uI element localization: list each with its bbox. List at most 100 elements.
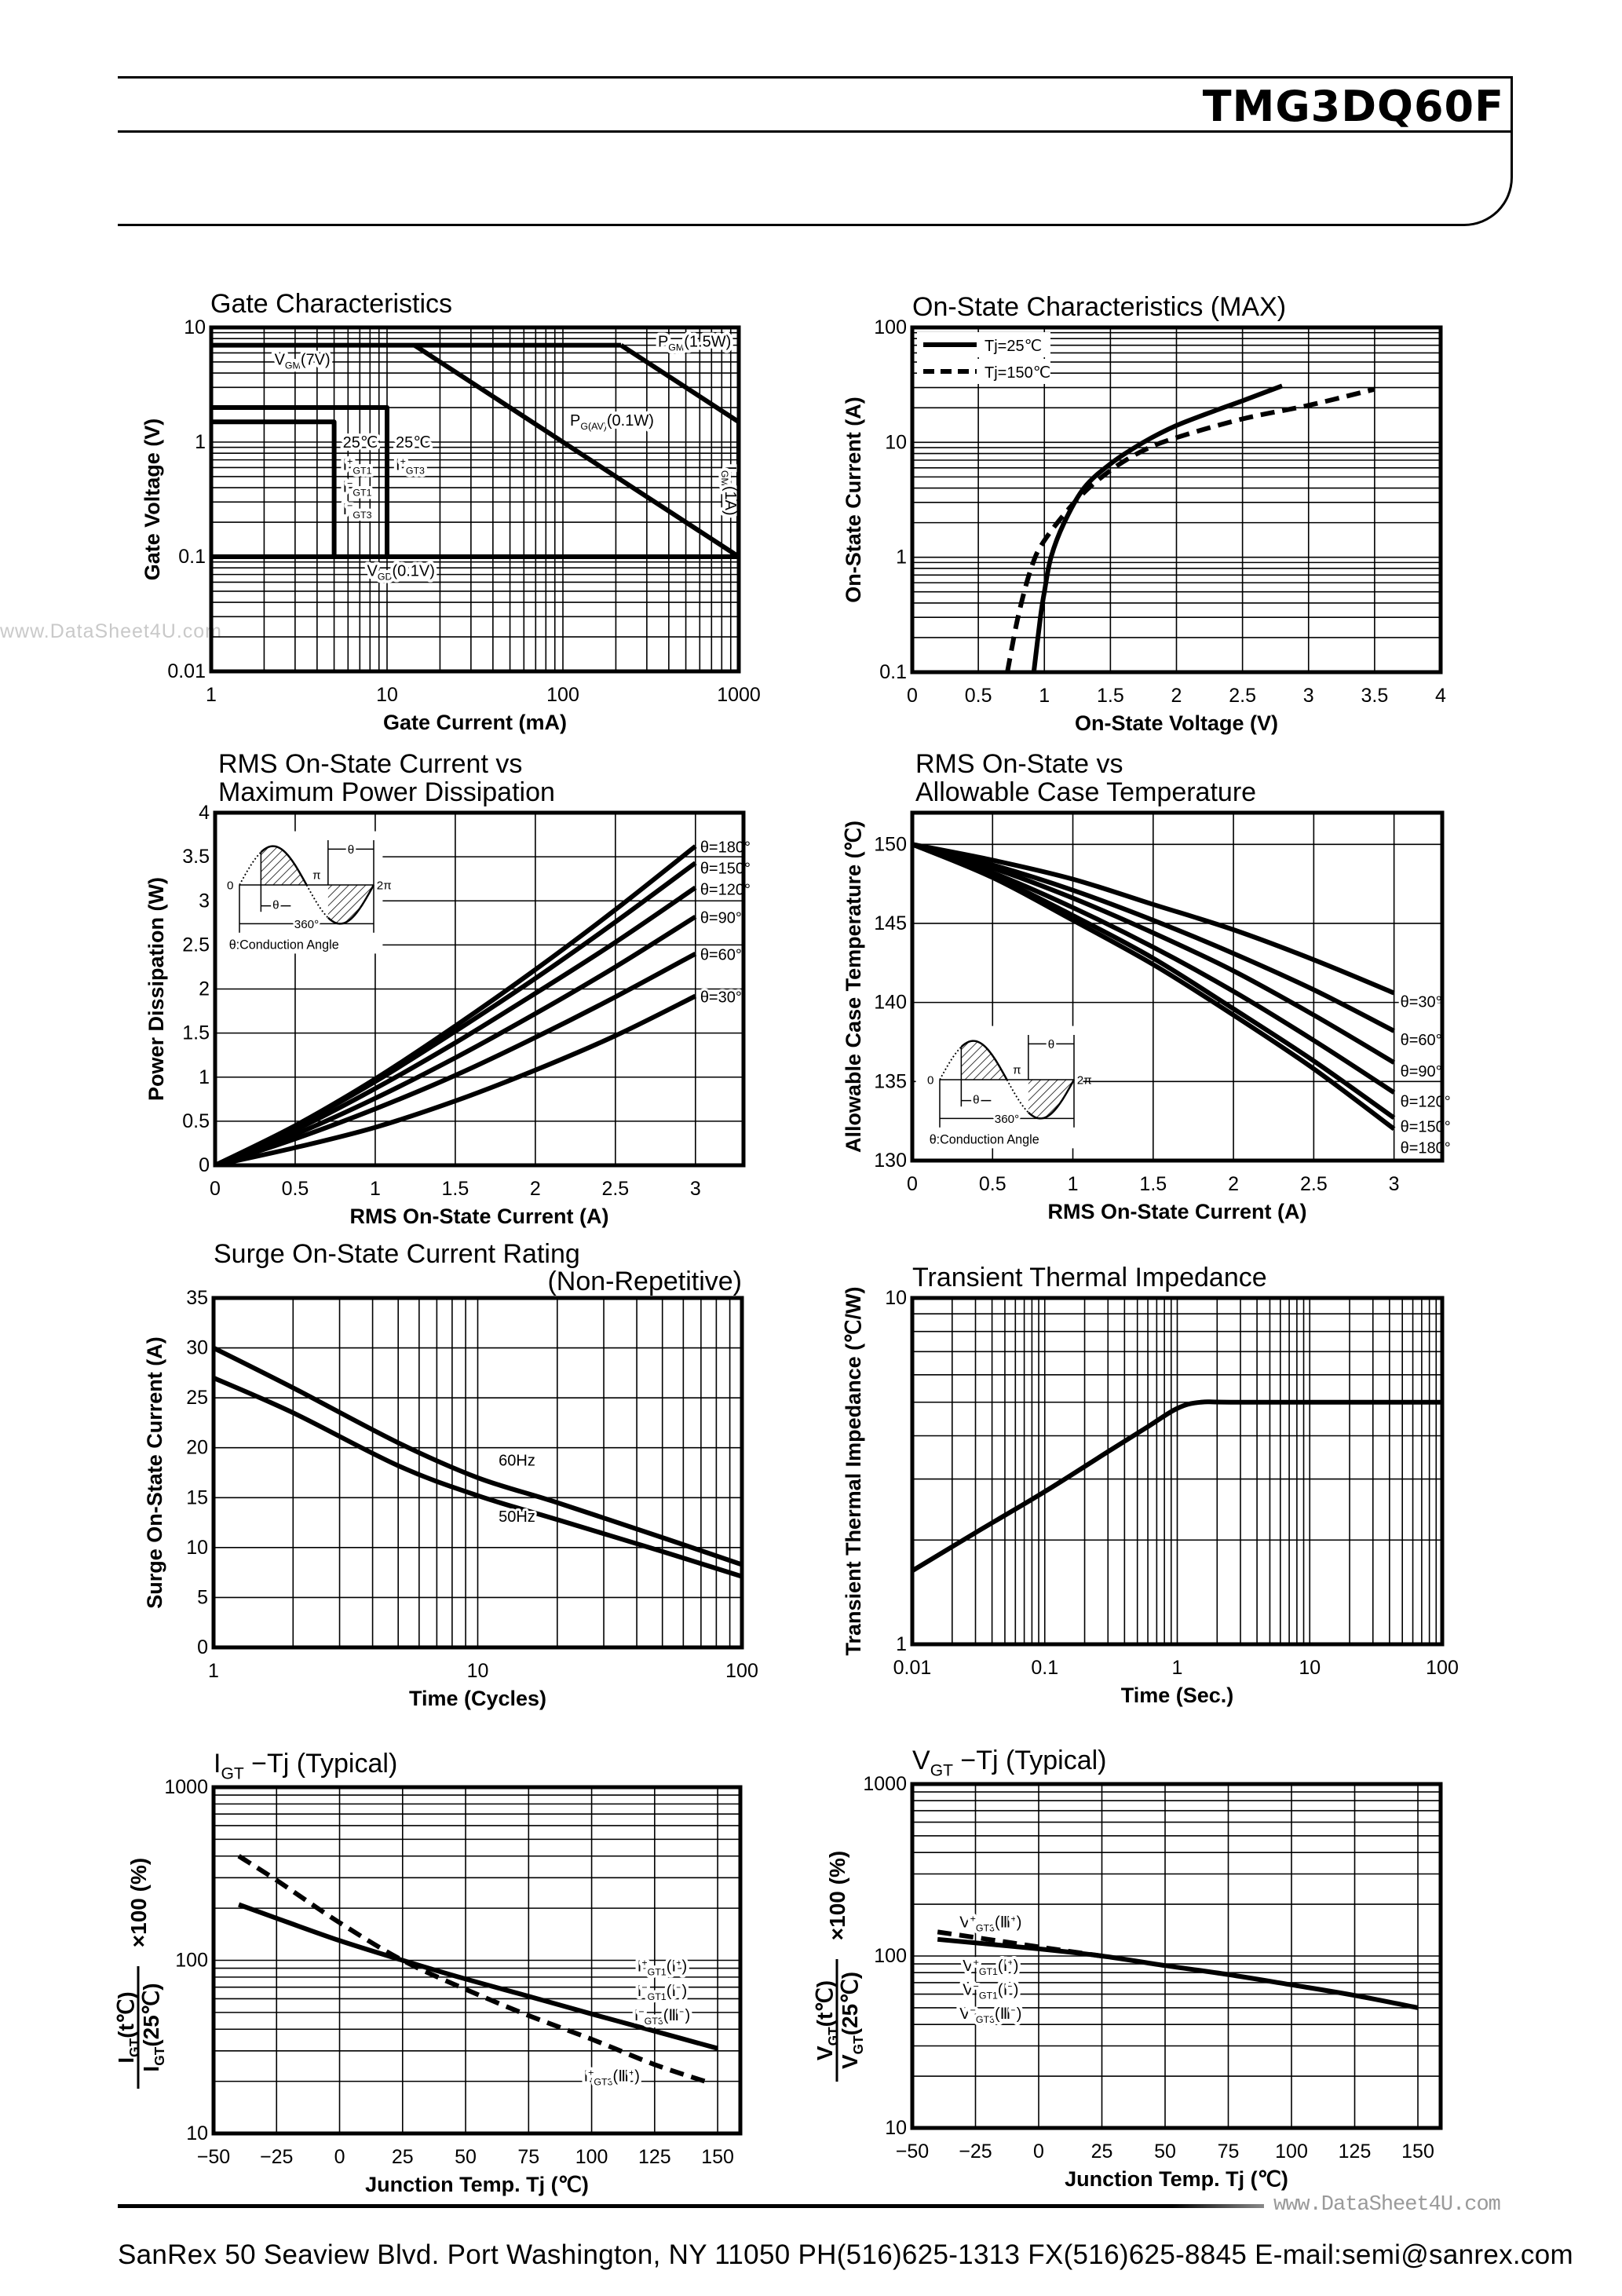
series-label: 50Hz (499, 1508, 535, 1526)
x-tick-label: 0 (1033, 2141, 1044, 2163)
chart-title: Allowable Case Temperature (915, 777, 1256, 807)
y-tick-label: 1000 (164, 1776, 208, 1798)
chart-6: Transient Thermal Impedance 0.01 0.1 1 10 100… (842, 1263, 1459, 1707)
plot-frame (910, 325, 1443, 675)
y-tick-label: 15 (186, 1486, 208, 1508)
series-label: θ=90° (1401, 1063, 1442, 1080)
x-tick-label: 3.5 (1361, 685, 1388, 707)
y-tick-label: 0.01 (167, 660, 206, 682)
sine-wave-positive (260, 845, 308, 886)
chart-title: RMS On-State Current vs (218, 749, 522, 779)
x-tick-label: 25 (392, 2146, 414, 2168)
y-tick-label: 1 (896, 1633, 907, 1655)
x-tick-label: 1 (1172, 1657, 1183, 1679)
annotation-label: V+GT3(Ⅲ+) (959, 1913, 1021, 1933)
y-tick-label: 1 (896, 547, 907, 569)
inset-label-2pi: 2π (377, 879, 392, 893)
inset-label-zero: 0 (227, 879, 233, 893)
series-line (211, 405, 389, 557)
y-axis-label: IGT(t℃)IGT(25℃) ×100 (%) (114, 1858, 167, 2089)
series-line-5 (912, 842, 1396, 1132)
annotation-label: I−GT1 (343, 478, 372, 499)
x-tick-label: 0 (907, 1173, 918, 1195)
y-tick-label: 4 (199, 802, 210, 824)
chart-title: Gate Characteristics (210, 289, 452, 319)
chart-7: IGT −Tj (Typical) −50 −25 0 25 50 75 100 125 150 1… (114, 1749, 743, 2196)
x-axis-label: On-State Voltage (V) (1075, 711, 1278, 735)
x-tick-label: 0 (907, 685, 918, 707)
inset-label-pi: π (1013, 1063, 1021, 1077)
x-axis-label: RMS On-State Current (A) (350, 1205, 609, 1228)
sine-wave-dotted (305, 884, 329, 919)
x-tick-label: 100 (725, 1660, 758, 1682)
inset-label-360: 360° (995, 1113, 1019, 1126)
hatched-negative-conduction (1028, 1080, 1074, 1119)
series-line (238, 1902, 718, 2051)
inset-caption: θ:Conduction Angle (229, 938, 339, 952)
x-tick-label: 0 (210, 1178, 221, 1200)
chart-8: VGT −Tj (Typical) −50 −25 0 25 50 75 100 125 150 1… (813, 1746, 1443, 2191)
y-axis-label-suffix: ×100 (%) (825, 1851, 849, 1940)
series-line-1 (215, 861, 697, 1165)
x-tick-label: 1.5 (1139, 1173, 1167, 1195)
series-line (912, 1399, 1442, 1573)
inset-label-pi: π (312, 868, 320, 882)
y-tick-label: 5 (197, 1586, 208, 1608)
plot-frame (910, 1782, 1443, 2130)
x-tick-label: 2 (1228, 1173, 1239, 1195)
x-tick-label: 2 (1171, 685, 1182, 707)
annotation-label: PG(AV)(0.1W) (570, 412, 654, 432)
watermark-footer: www.DataSheet4U.com (1273, 2193, 1501, 2217)
chart-title: Maximum Power Dissipation (218, 777, 555, 807)
y-tick-label: 1 (195, 431, 206, 453)
annotation-label: I−GT3(Ⅲ−) (634, 2006, 690, 2027)
x-tick-label: 50 (455, 2146, 477, 2168)
y-axis-label-denominator: IGT(25℃) (139, 1983, 167, 2071)
x-tick-label: 0.5 (965, 685, 992, 707)
plot-frame (211, 1785, 743, 2136)
series-line (937, 1936, 1419, 2010)
y-tick-label: 10 (186, 1537, 208, 1559)
chart-title: IGT −Tj (Typical) (214, 1749, 397, 1783)
y-tick-label: 20 (186, 1437, 208, 1459)
annotation-label: VGM(7V) (275, 351, 331, 371)
x-tick-label: 25 (1091, 2141, 1113, 2163)
y-axis-label: VGT(t℃)VGT(25℃)×100 (%) (813, 1851, 866, 2082)
x-tick-label: 1 (1039, 685, 1050, 707)
x-tick-label: 0.01 (893, 1657, 932, 1679)
y-tick-label: 10 (885, 2117, 907, 2139)
x-tick-label: 0.5 (979, 1173, 1006, 1195)
series-line (937, 1929, 1102, 1958)
series-line-4 (215, 951, 697, 1165)
annotation-label: VGD(0.1V) (367, 562, 435, 582)
chart-1: Gate Characteristics 1 10 100 1000 0.01 0.1 1 10… (141, 289, 761, 734)
sine-wave-negative (327, 884, 375, 925)
inset-label-theta: θ (1048, 1038, 1054, 1051)
x-tick-label: 10 (467, 1660, 489, 1682)
inset-label-theta: θ (272, 898, 279, 912)
x-tick-label: 0 (334, 2146, 345, 2168)
x-tick-label: 10 (376, 684, 398, 706)
x-tick-label: 50 (1154, 2141, 1176, 2163)
x-axis-label: Time (Sec.) (1121, 1684, 1234, 1707)
conduction-angle-diagram: 0 π 2π θ θ 360° θ:Conduction Angle (215, 831, 392, 954)
header-divider (118, 130, 1513, 133)
x-axis-label: Junction Temp. Tj (℃) (1065, 2167, 1288, 2191)
x-axis-label: RMS On-State Current (A) (1048, 1200, 1307, 1223)
y-tick-label: 1 (199, 1066, 210, 1088)
sine-wave-dotted (939, 1046, 963, 1080)
chart-title: RMS On-State vs (915, 749, 1123, 779)
series-label: θ=60° (1401, 1032, 1442, 1049)
annotation-label: V−GT1(Ⅰ−) (963, 1980, 1018, 2001)
y-tick-label: 35 (186, 1287, 208, 1309)
y-tick-label: 2 (199, 978, 210, 1000)
y-axis-label: Gate Voltage (V) (141, 419, 164, 581)
x-tick-label: 75 (517, 2146, 539, 2168)
series-label: θ=30° (700, 989, 742, 1006)
hatched-positive-conduction (261, 846, 307, 885)
x-tick-label: 100 (1426, 1657, 1459, 1679)
y-tick-label: 10 (885, 431, 907, 453)
y-tick-label: 100 (874, 1945, 907, 1967)
